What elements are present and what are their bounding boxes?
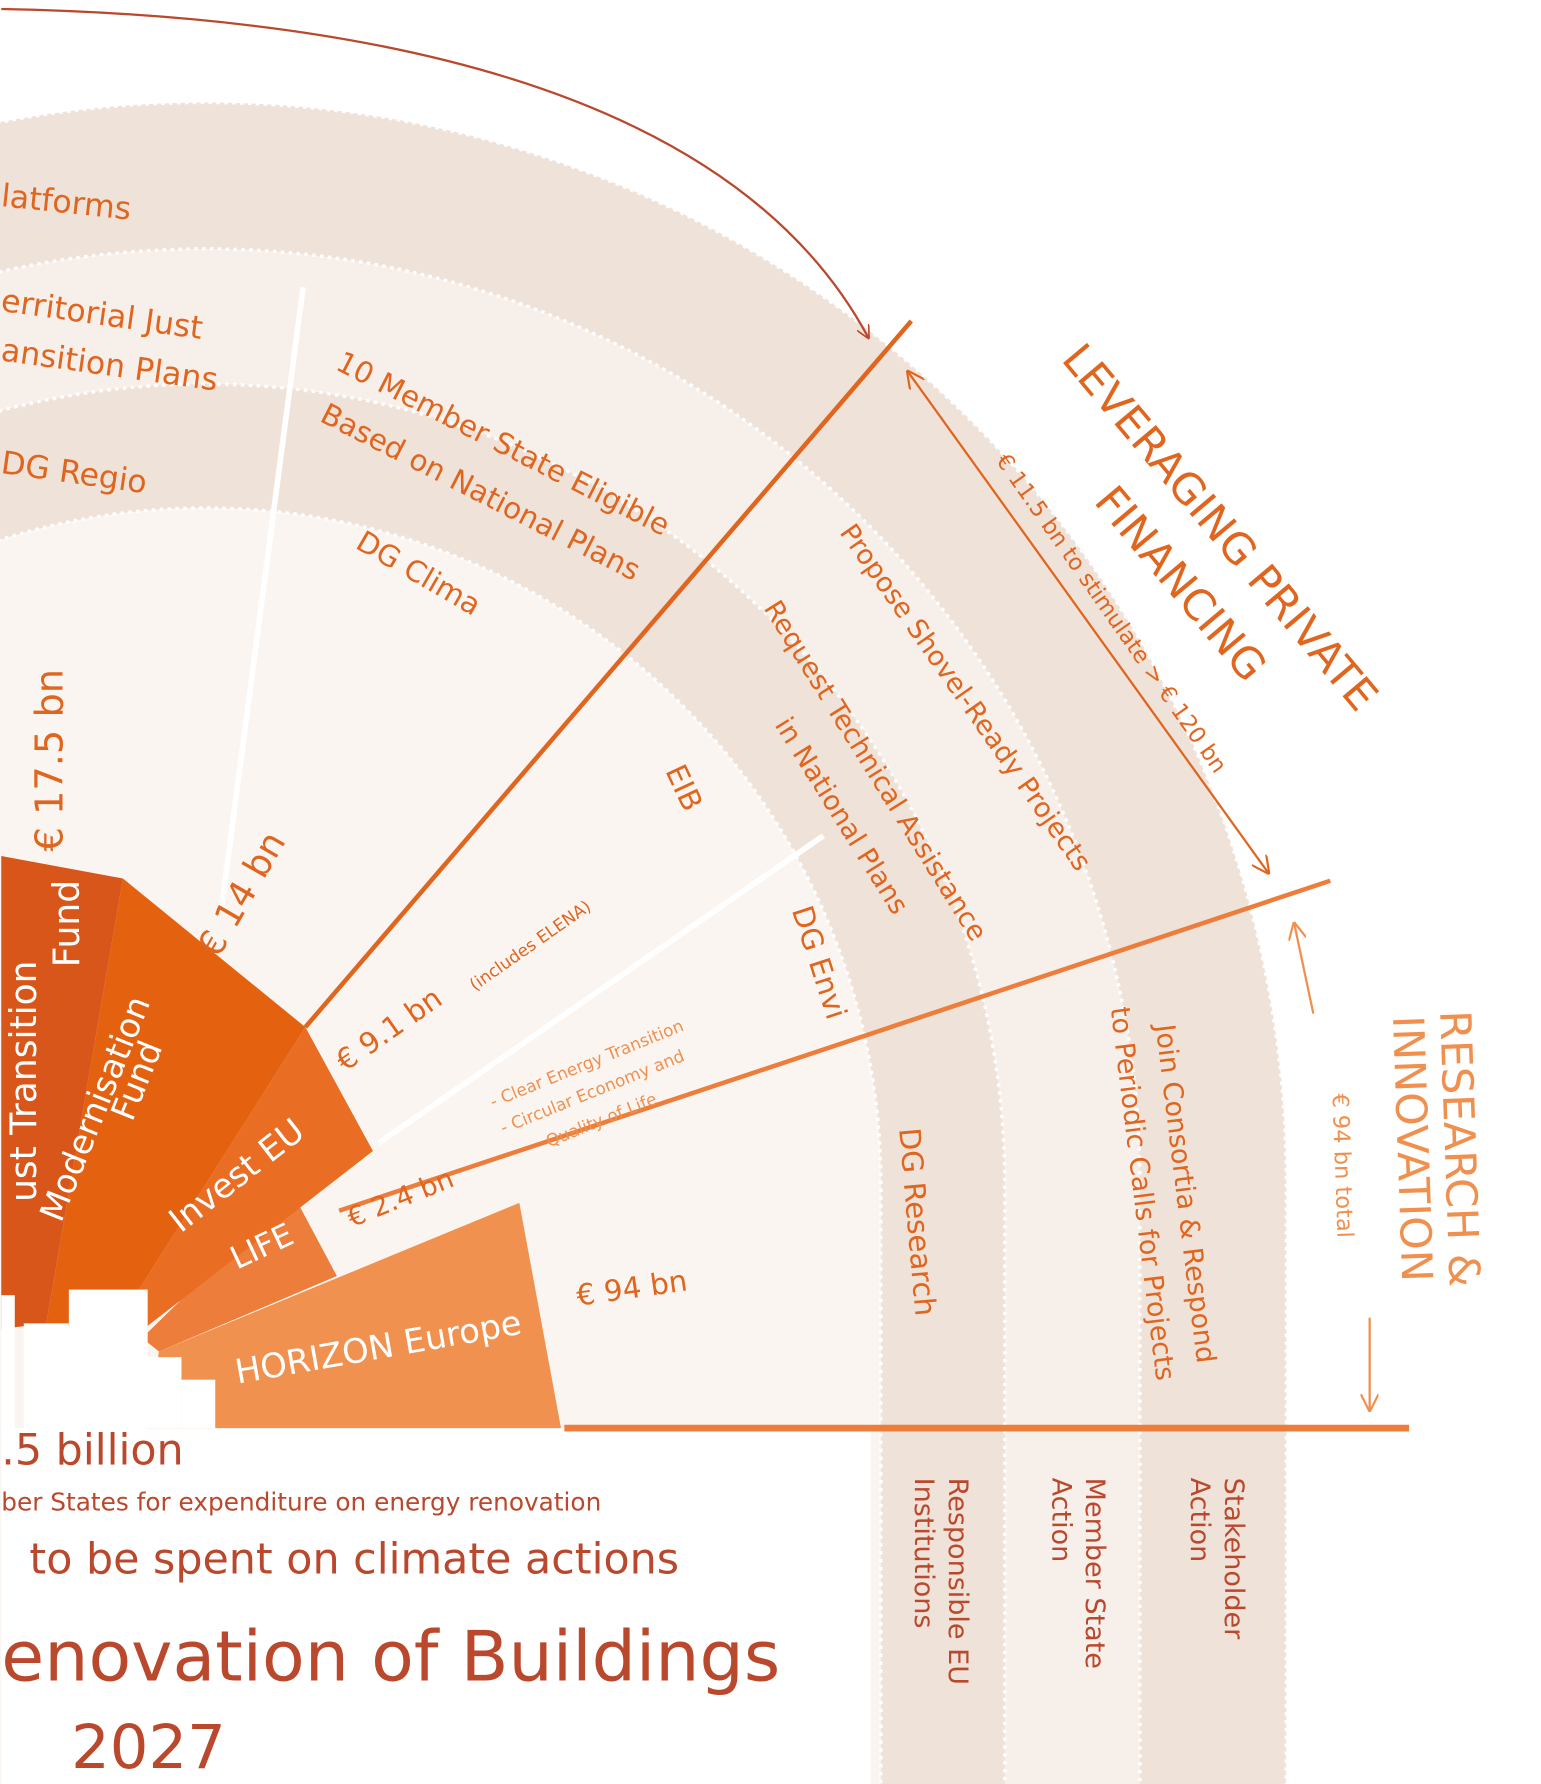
building (148, 1357, 182, 1428)
columns-text: Responsible EU (942, 1478, 973, 1685)
page: {"ring_labels":{"platforms":"latforms","… (0, 0, 1541, 1784)
columns-text: Action (1045, 1478, 1076, 1563)
building (24, 1323, 69, 1428)
columns-text: Institutions (908, 1478, 939, 1629)
footer-text: .5 billion (1, 1425, 183, 1475)
funds-text: Fund (47, 880, 88, 967)
streams-text: INNOVATION (1382, 1015, 1441, 1283)
building (1, 1295, 15, 1428)
footer-text: to be spent on climate actions (29, 1535, 679, 1585)
funds-text: € 17.5 bn (27, 669, 72, 852)
funds-text: ust Transition (4, 960, 45, 1201)
footer-text: enovation of Buildings (1, 1616, 780, 1697)
columns-text: Action (1184, 1478, 1215, 1563)
building (181, 1380, 215, 1428)
columns-text: Member State (1079, 1478, 1110, 1669)
building (69, 1290, 148, 1429)
footer-text: ber States for expenditure on energy ren… (1, 1488, 601, 1517)
infographic: latformserritorial Justansition PlansDG … (0, 0, 1541, 1784)
footer-text: 2027 (71, 1713, 226, 1783)
columns-text: Stakeholder (1218, 1478, 1249, 1641)
streams-text: € 94 bn total (1327, 1093, 1358, 1238)
right-clear (1286, 1428, 1539, 1784)
